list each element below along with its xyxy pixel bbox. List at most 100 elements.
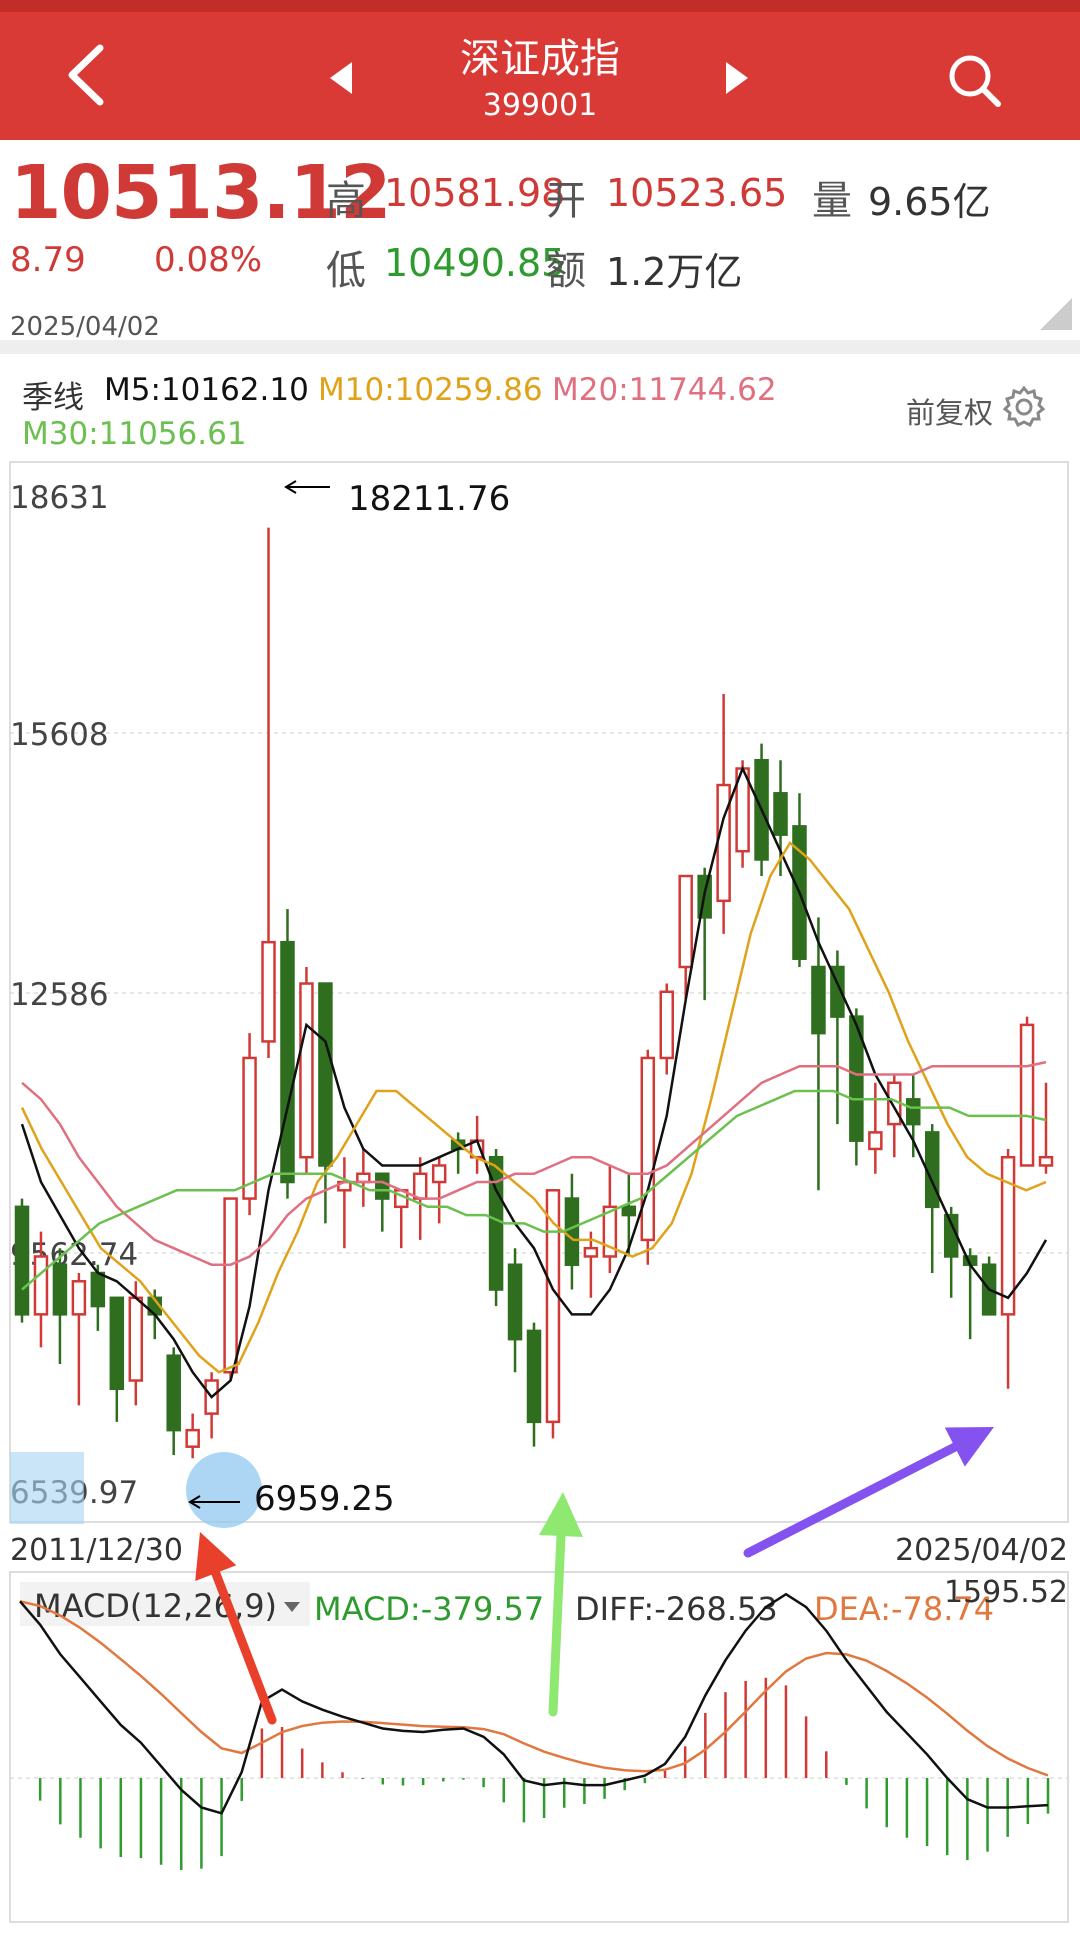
candle-body	[640, 1056, 656, 1242]
open-label: 开	[546, 178, 586, 224]
red-arrow	[195, 1532, 277, 1725]
price-change-pct: 0.08%	[154, 240, 263, 280]
gear-icon[interactable]	[1000, 383, 1048, 431]
candle-body	[280, 940, 295, 1184]
min-label: 6959.25	[254, 1479, 395, 1519]
candle-body	[716, 783, 731, 903]
y-tick-1: 18631	[10, 480, 109, 516]
candle-body	[299, 982, 314, 1159]
candle-body	[1019, 1023, 1035, 1167]
next-index-icon[interactable]	[726, 62, 748, 94]
candle-body	[1038, 1155, 1054, 1167]
chevron-down-icon	[284, 1602, 300, 1612]
candle-body	[659, 990, 674, 1060]
amount-label: 额	[546, 248, 586, 294]
search-icon[interactable]	[944, 50, 1004, 110]
kline-frame	[9, 461, 1069, 1523]
status-strip	[0, 0, 1080, 12]
candle-body	[564, 1197, 580, 1266]
x-end-label: 2025/04/02	[895, 1533, 1068, 1568]
amount-value: 1.2万亿	[606, 250, 743, 294]
min-marker: 6959.25	[188, 1479, 395, 1519]
candle-body	[412, 1172, 428, 1200]
macd-lines	[19, 1592, 1049, 1815]
macd-selector[interactable]	[20, 1582, 310, 1626]
price-grid	[10, 732, 1068, 1254]
quote-card	[0, 140, 1080, 340]
candle-body	[849, 1015, 864, 1142]
candle-body	[375, 1172, 390, 1200]
candle-body	[90, 1271, 106, 1308]
candle-body	[128, 1296, 144, 1382]
candle-body	[14, 1205, 30, 1316]
ma20-value: M20:11744.62	[552, 372, 777, 408]
volume-label: 量	[812, 178, 852, 224]
candle-body	[773, 792, 788, 836]
low-label: 低	[326, 248, 366, 294]
macd-histogram	[38, 1677, 1050, 1871]
candle-body	[33, 1255, 49, 1316]
ma-line-m20	[21, 1060, 1047, 1266]
macd-top-label: 1595.52	[944, 1575, 1068, 1610]
diff-line	[19, 1592, 1049, 1815]
annotation-arrows	[195, 1427, 994, 1725]
candle-body	[602, 1205, 618, 1258]
zoom-bubble-icon[interactable]	[186, 1452, 262, 1528]
back-icon[interactable]	[56, 40, 116, 110]
candle-body	[318, 982, 333, 1167]
candle-body	[1000, 1155, 1016, 1316]
header-bar	[0, 0, 1080, 140]
expand-panel-icon[interactable]	[10, 1452, 84, 1524]
prev-index-icon[interactable]	[330, 62, 352, 94]
low-value: 10490.85	[384, 241, 566, 285]
high-label: 高	[326, 178, 366, 224]
purple-arrow	[743, 1427, 994, 1558]
green-arrow	[539, 1492, 583, 1717]
candle-group	[14, 527, 1054, 1459]
ma10-value: M10:10259.86	[318, 372, 543, 408]
dea-line	[19, 1600, 1049, 1777]
ma-line-m30	[21, 1089, 1047, 1291]
adjust-toggle[interactable]: 前复权	[906, 396, 994, 430]
page-title: 深证成指	[460, 36, 620, 82]
y-tick-2: 15608	[10, 717, 109, 753]
candle-body	[223, 1197, 238, 1374]
candle-body	[261, 940, 276, 1043]
expand-corner-icon[interactable]	[1040, 298, 1072, 330]
ma-line-m10	[20, 840, 1047, 1374]
max-label: 18211.76	[348, 479, 510, 519]
candle-body	[583, 1246, 599, 1258]
period-label[interactable]: 季线	[22, 380, 84, 416]
kline-chart[interactable]: 18631 15608 12586 9562.74 6539.97 18211.…	[0, 455, 1080, 1941]
candle-body	[166, 1354, 181, 1432]
macd-value: MACD:-379.57	[314, 1590, 544, 1628]
candle-body	[52, 1263, 68, 1316]
open-value: 10523.65	[606, 171, 788, 215]
macd-frame	[9, 1571, 1069, 1923]
candle-body	[545, 1189, 561, 1424]
dea-value: DEA:-78.74	[814, 1590, 994, 1628]
quote-date: 2025/04/02	[10, 312, 160, 342]
volume-value: 9.65亿	[868, 180, 991, 224]
candle-body	[621, 1205, 637, 1217]
candle-body	[507, 1263, 523, 1341]
candle-body	[868, 1131, 883, 1151]
macd-indicator-label: MACD(12,26,9)	[34, 1587, 277, 1625]
max-marker: 18211.76	[284, 479, 510, 519]
index-code: 399001	[482, 88, 598, 123]
candle-body	[431, 1164, 447, 1184]
y-tick-3: 12586	[10, 977, 109, 1013]
y-tick-4: 9562.74	[10, 1237, 138, 1273]
ma30-value: M30:11056.61	[22, 416, 247, 452]
ma5-value: M5:10162.10	[104, 372, 309, 408]
price-change: 8.79	[10, 240, 86, 280]
ma-lines	[20, 765, 1048, 1399]
candle-body	[526, 1329, 542, 1424]
candle-body	[811, 965, 826, 1035]
candle-body	[242, 1056, 257, 1200]
candle-body	[678, 874, 693, 969]
high-value: 10581.98	[384, 171, 566, 215]
candle-body	[906, 1098, 921, 1126]
candle-body	[71, 1280, 87, 1316]
section-divider	[0, 340, 1080, 354]
